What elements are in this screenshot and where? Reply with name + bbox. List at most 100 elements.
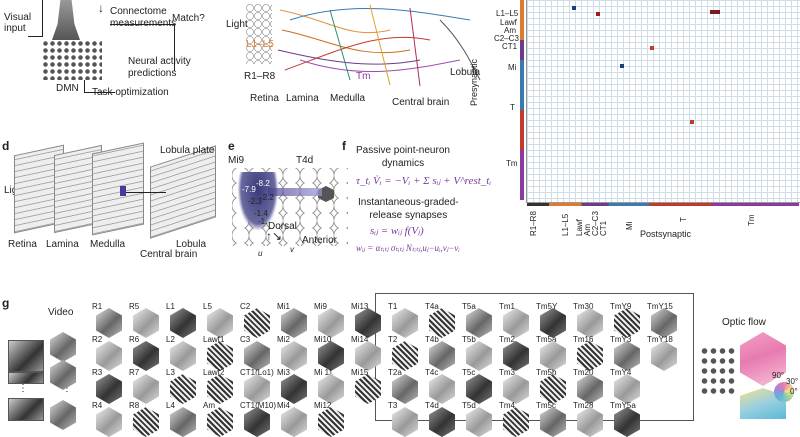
cell-activity-hex	[170, 308, 196, 338]
cell-type-label: Lawf2	[203, 368, 225, 377]
col-label: CT1	[599, 220, 608, 236]
cell-type-label: Tm4	[499, 401, 515, 410]
cell-activity-hex	[392, 374, 418, 404]
cell-type-label: Mi15	[351, 368, 369, 377]
cell-activity-hex	[170, 407, 196, 437]
cell-activity-hex	[466, 341, 492, 371]
cell-type-label: R8	[129, 401, 140, 410]
cell-activity-hex	[281, 374, 307, 404]
cell-activity-hex	[207, 341, 233, 371]
cell-type-label: TmY3	[610, 335, 632, 344]
matrix-dot	[572, 6, 576, 10]
cell-activity-hex	[466, 308, 492, 338]
cell-activity-hex	[96, 407, 122, 437]
connectivity-matrix	[526, 0, 800, 203]
cell-activity-hex	[96, 374, 122, 404]
cell-type-label: Lawf1	[203, 335, 225, 344]
weight-value: -2.2	[260, 193, 274, 202]
retina-label: Retina	[250, 93, 279, 104]
weight-value: -1.4	[254, 209, 268, 218]
panel-e-letter: e	[228, 139, 235, 153]
weight-value: -7.9	[242, 185, 256, 194]
t4d-target-cell	[318, 186, 334, 202]
cell-type-label: Mi14	[351, 335, 369, 344]
connectome-label: Connectome measurements	[110, 6, 177, 29]
cell-activity-hex	[281, 341, 307, 371]
cell-type-label: R2	[92, 335, 103, 344]
lobula-label: Lobula	[176, 239, 207, 250]
angle-90-label: 90°	[772, 371, 785, 380]
visual-system-box	[375, 293, 694, 421]
cell-activity-hex	[429, 341, 455, 371]
postsynaptic-label: Postsynaptic	[640, 229, 692, 239]
dynamics-equation: τ_tᵢ V̇ᵢ = −Vᵢ + Σ sᵢⱼ + V^rest_tᵢ	[356, 175, 492, 187]
cell-type-label: C3	[240, 335, 251, 344]
cell-activity-hex	[318, 407, 344, 437]
row-label: CT1	[502, 42, 518, 51]
light-label: Light	[226, 19, 248, 30]
cell-activity-hex	[318, 374, 344, 404]
cell-type-label: CT1(M10)	[240, 401, 277, 410]
anterior-label: Anterior	[302, 235, 338, 246]
matrix-dot	[710, 10, 720, 14]
cell-type-label: L4	[166, 401, 175, 410]
matrix-dot	[650, 46, 654, 50]
dmn-label: DMN	[56, 83, 79, 94]
row-label: Lawf	[500, 18, 517, 27]
cell-activity-hex	[207, 374, 233, 404]
match-connector	[110, 24, 175, 71]
decoder-network-icon	[700, 346, 736, 396]
cell-type-label: TmY15	[647, 302, 673, 311]
cell-activity-hex	[318, 308, 344, 338]
cell-type-label: Tm20	[573, 368, 594, 377]
cell-activity-hex	[96, 341, 122, 371]
medulla-slab	[92, 142, 144, 236]
presynaptic-label: Presynaptic	[469, 58, 479, 106]
cell-type-label: Tm5b	[536, 368, 557, 377]
matrix-dot	[620, 64, 624, 68]
medulla-label: Medulla	[90, 239, 126, 250]
cell-activity-hex	[207, 308, 233, 338]
cell-activity-hex	[429, 308, 455, 338]
u-axis-label: u	[258, 249, 263, 258]
cell-type-label: Mi13	[351, 302, 369, 311]
cell-type-label: C2	[240, 302, 251, 311]
cell-type-label: Tm1	[499, 302, 515, 311]
cell-type-label: T4d	[425, 401, 439, 410]
central-brain-label: Central brain	[392, 97, 450, 108]
task-arrow	[84, 80, 115, 93]
l1l5-label: L1–L5	[246, 39, 274, 50]
cell-type-label: L2	[166, 335, 175, 344]
cell-type-label: T2	[388, 335, 398, 344]
neuron-morphology-drawing	[277, 4, 481, 87]
neural-activity-label: Neural activity predictions	[128, 56, 191, 79]
panel-f-letter: f	[342, 139, 346, 153]
col-label: R1–R8	[529, 211, 538, 236]
input-hex	[50, 400, 76, 430]
cell-activity-hex	[355, 374, 381, 404]
cell-type-label: Mi 11	[314, 368, 333, 377]
lobula-label: Lobula	[450, 67, 481, 78]
video-frame	[8, 372, 44, 384]
cell-type-label: Tm16	[573, 335, 594, 344]
cell-activity-hex	[170, 374, 196, 404]
cell-activity-hex	[281, 308, 307, 338]
video-frame	[8, 398, 44, 421]
cell-activity-hex	[355, 308, 381, 338]
passive-dynamics-title: Passive point-neuron dynamics	[356, 145, 450, 169]
panel-g-letter: g	[2, 296, 10, 310]
cell-type-label: T4b	[425, 335, 439, 344]
cell-type-label: Mi10	[314, 335, 332, 344]
medulla-label: Medulla	[330, 93, 366, 104]
weight-value: -2.3	[248, 197, 262, 206]
cell-type-label: TmY4	[610, 368, 632, 377]
col-label: T	[679, 217, 688, 222]
cell-activity-hex	[133, 341, 159, 371]
cell-type-label: T1	[388, 302, 398, 311]
cell-activity-hex	[466, 374, 492, 404]
t4d-label: T4d	[296, 155, 314, 166]
cell-type-label: TmY18	[647, 335, 673, 344]
cell-activity-hex	[281, 407, 307, 437]
cell-activity-hex	[133, 374, 159, 404]
matrix-col-bar	[527, 203, 799, 206]
